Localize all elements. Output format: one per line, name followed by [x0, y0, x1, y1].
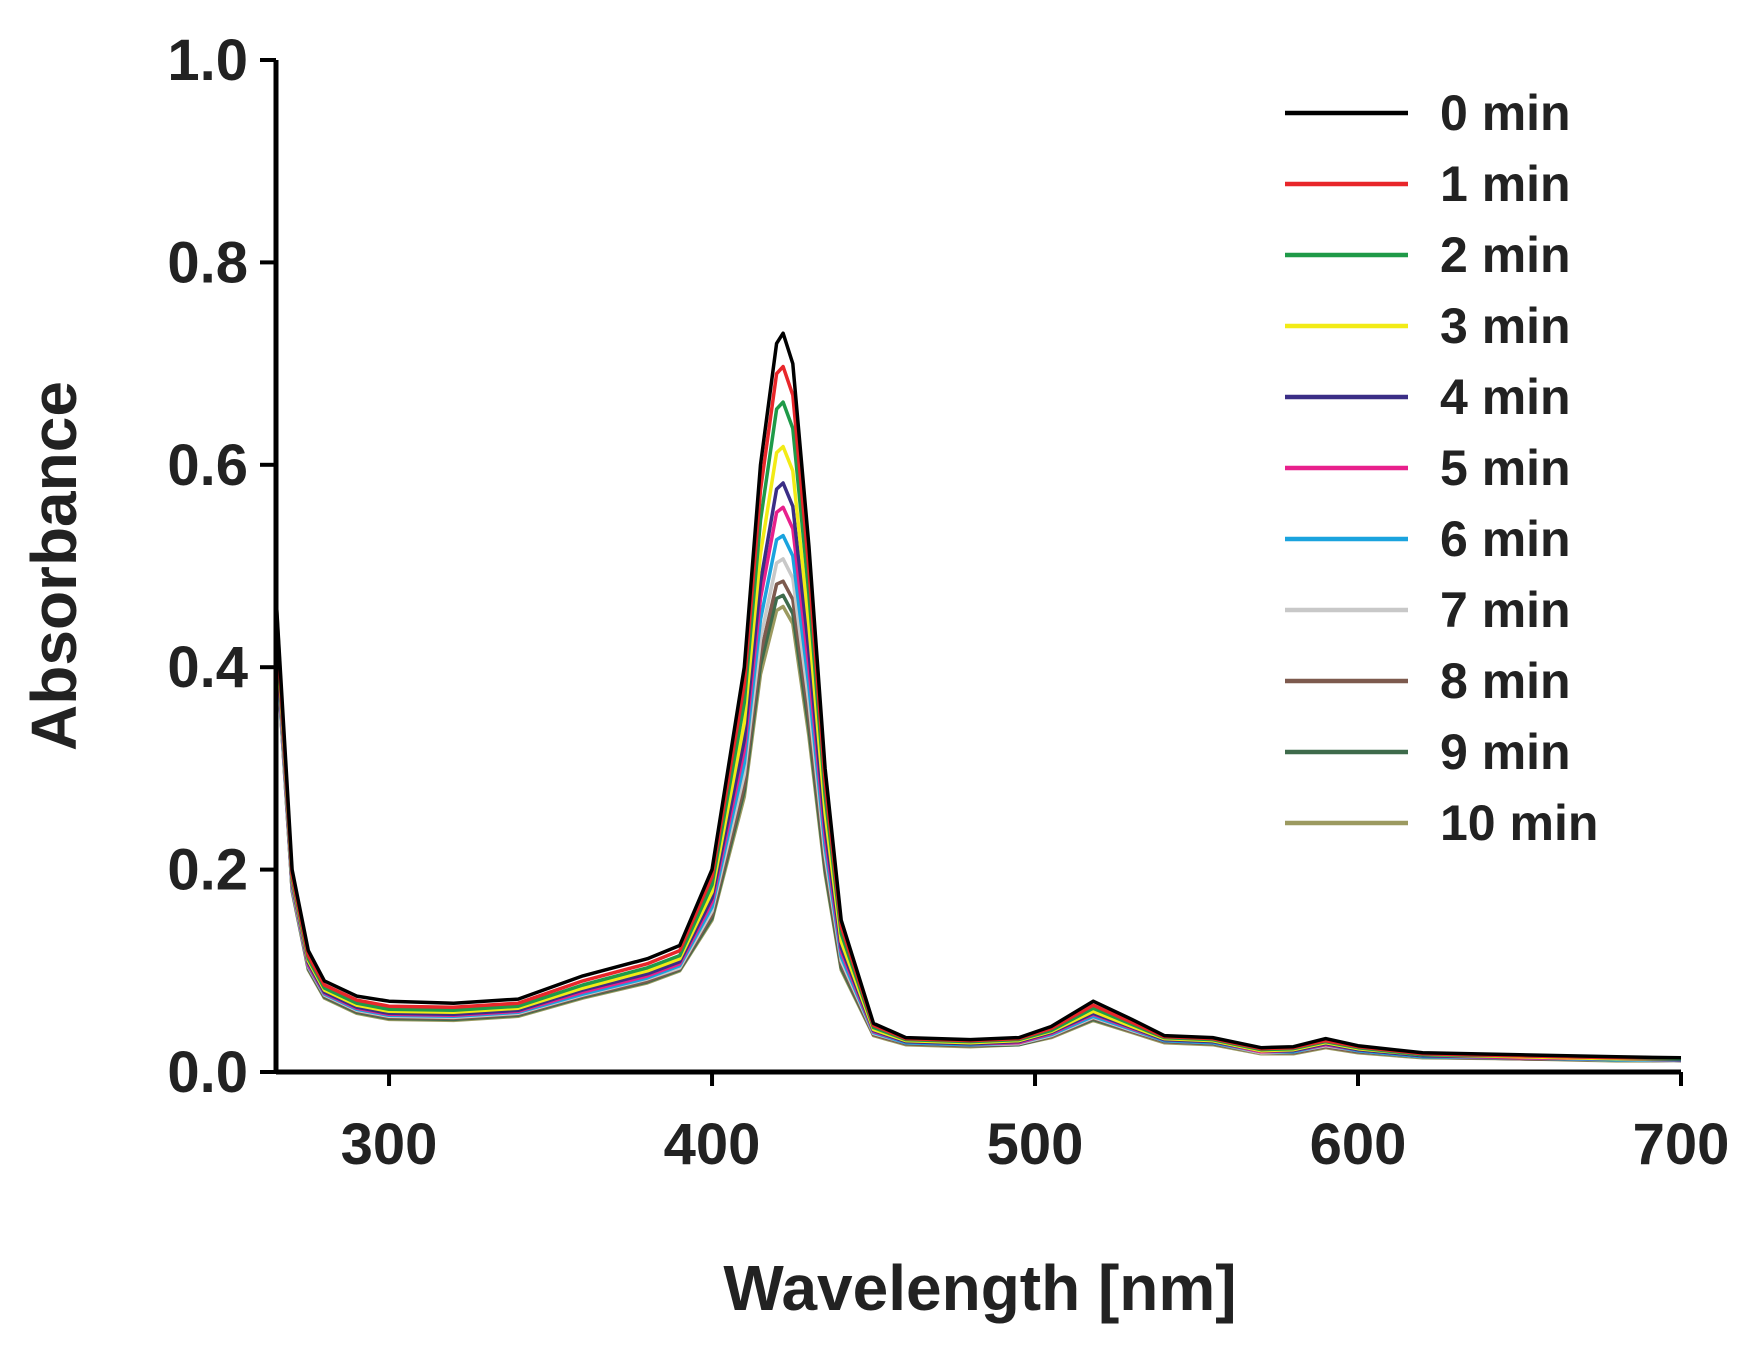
legend-label-6: 6 min [1440, 511, 1571, 567]
y-tick-label-0: 0.0 [167, 1040, 248, 1105]
legend-label-9: 9 min [1440, 724, 1571, 780]
x-tick-label-2: 500 [987, 1112, 1084, 1177]
y-tick-label-2: 0.4 [167, 635, 248, 700]
x-tick-label-3: 600 [1310, 1112, 1407, 1177]
series-group [274, 331, 1682, 1063]
legend-label-0: 0 min [1440, 85, 1571, 141]
y-tick-label-3: 0.6 [167, 433, 248, 498]
y-axis-title: Absorbance [18, 381, 90, 751]
legend-label-2: 2 min [1440, 227, 1571, 283]
y-tick-label-5: 1.0 [167, 28, 248, 93]
y-tick-label-1: 0.2 [167, 838, 248, 903]
x-axis-title: Wavelength [nm] [723, 1252, 1236, 1324]
legend: 0 min 1 min 2 min 3 min 4 min 5 min 6 min 7 min… [1285, 85, 1598, 851]
x-tick-label-4: 700 [1633, 1112, 1730, 1177]
x-tick-label-0: 300 [341, 1112, 438, 1177]
legend-label-8: 8 min [1440, 653, 1571, 709]
x-tick-label-1: 400 [664, 1112, 761, 1177]
legend-label-4: 4 min [1440, 369, 1571, 425]
y-tick-label-4: 0.8 [167, 230, 248, 295]
legend-label-10: 10 min [1440, 795, 1598, 851]
ticks-group: 300 400 500 600 700 0.0 0.2 0.4 0.6 0.8 1.0 [167, 28, 1729, 1177]
legend-label-3: 3 min [1440, 298, 1571, 354]
legend-label-5: 5 min [1440, 440, 1571, 496]
legend-label-1: 1 min [1440, 156, 1571, 212]
legend-label-7: 7 min [1440, 582, 1571, 638]
series-line-0 [274, 331, 1682, 1060]
axes [273, 60, 1681, 1075]
